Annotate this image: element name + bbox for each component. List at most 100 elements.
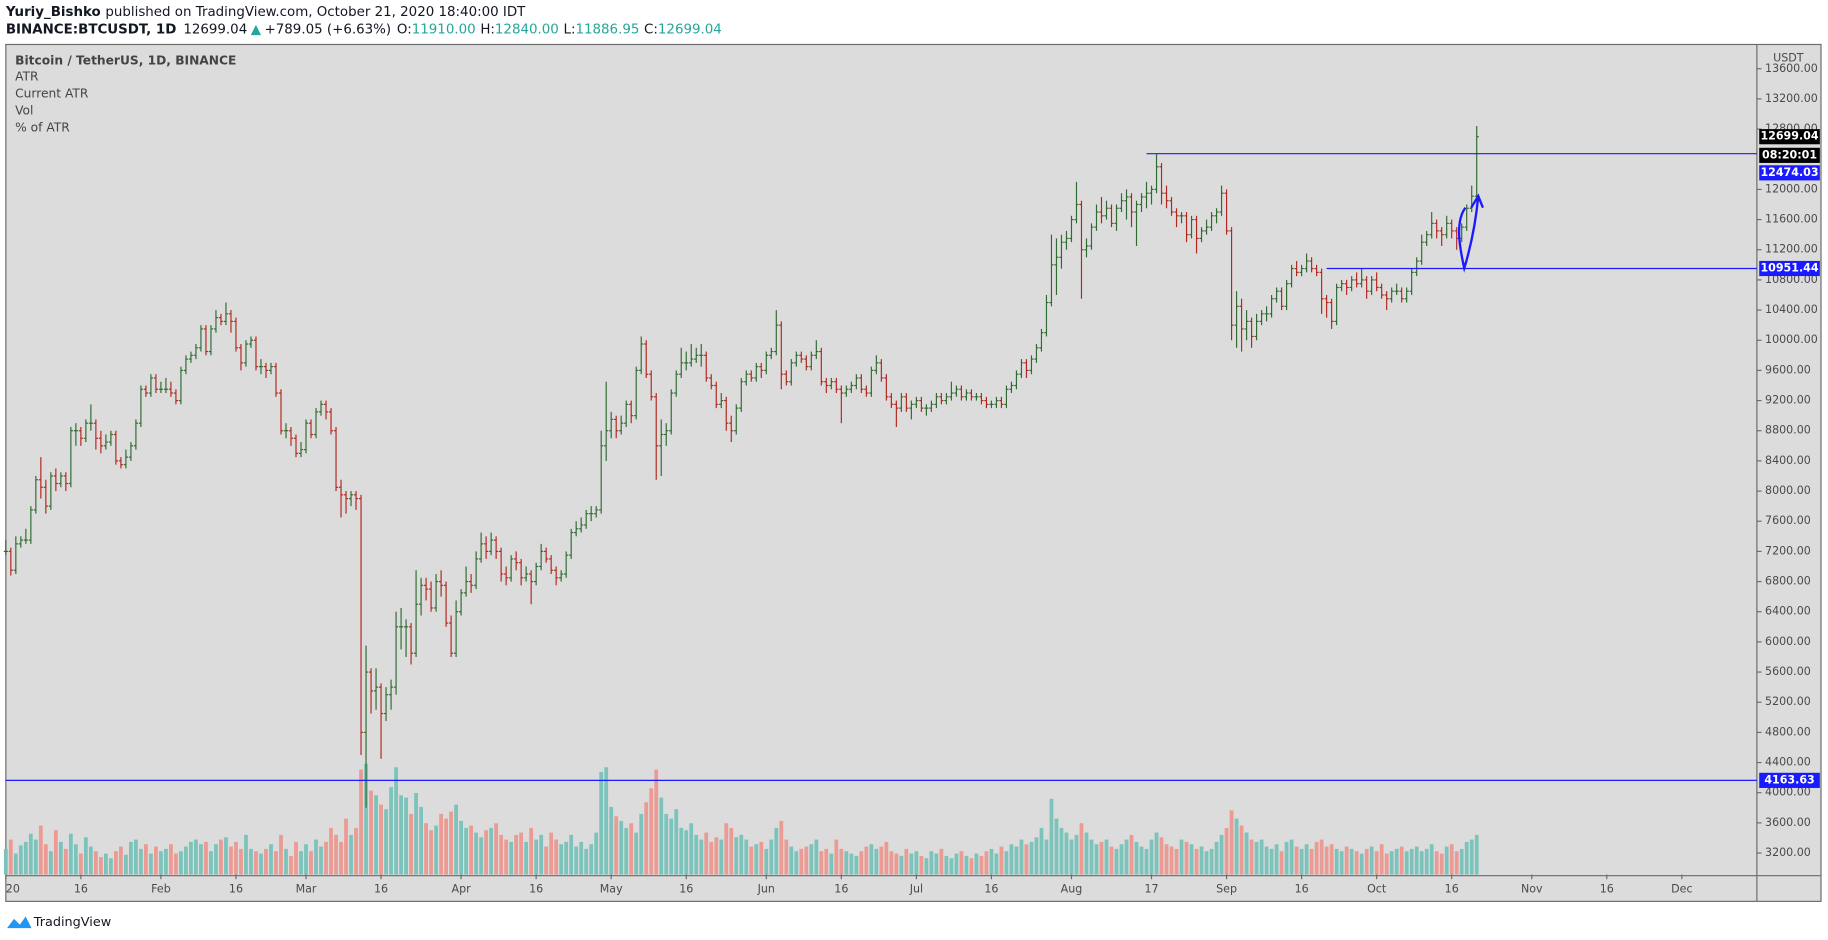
volume-bar	[584, 848, 589, 875]
volume-bar	[634, 832, 639, 875]
volume-bar	[1009, 844, 1014, 875]
volume-bar	[474, 832, 479, 875]
volume-bar	[269, 844, 273, 875]
volume-bar	[1184, 841, 1189, 875]
volume-bar	[664, 813, 669, 875]
brand: TradingView	[33, 915, 111, 930]
volume-bar	[384, 809, 388, 875]
volume-bar	[1044, 839, 1049, 875]
volume-bar	[814, 839, 819, 875]
volume-bar	[1164, 844, 1169, 875]
y-tick-label: 11200.00	[1765, 243, 1818, 256]
volume-bar	[479, 837, 484, 875]
y-tick-label: 13600.00	[1765, 62, 1818, 75]
x-tick-label: 16	[1445, 883, 1459, 896]
volume-bar	[1049, 798, 1054, 875]
volume-bar	[929, 851, 934, 875]
volume-bar	[1159, 837, 1164, 875]
volume-bar	[1244, 832, 1249, 875]
volume-bar	[8, 839, 13, 875]
volume-bar	[184, 846, 188, 875]
volume-bar	[649, 788, 654, 875]
volume-bar	[919, 855, 924, 875]
change: +789.05 (+6.63%)	[265, 22, 392, 37]
hline-price-tag	[1759, 772, 1820, 788]
volume-bar	[194, 839, 198, 875]
x-tick-label: 16	[229, 883, 243, 896]
volume-bar	[134, 839, 138, 875]
x-tick-label: Jun	[757, 883, 775, 896]
volume-bar	[209, 851, 213, 875]
volume-bar	[1269, 848, 1274, 875]
volume-bar	[1024, 844, 1029, 875]
volume-bar	[1364, 848, 1369, 875]
y-tick-label: 3600.00	[1765, 816, 1811, 829]
volume-bar	[1374, 851, 1379, 875]
volume-bar	[124, 854, 128, 875]
volume-bar	[154, 846, 158, 875]
hline-price-label: 4163.63	[1764, 773, 1814, 786]
volume-bar	[959, 851, 964, 875]
volume-bar	[574, 846, 579, 875]
volume-bar	[48, 851, 53, 875]
volume-bar	[394, 767, 398, 875]
volume-bar	[874, 848, 879, 875]
volume-bar	[1194, 848, 1199, 875]
volume-bar	[1339, 851, 1344, 875]
indicator-label: ATR	[15, 70, 39, 84]
volume-bar	[434, 825, 438, 875]
volume-bar	[1094, 844, 1099, 875]
y-tick-label: 9200.00	[1765, 394, 1811, 407]
indicator-label: Vol	[15, 103, 33, 117]
volume-bar	[1324, 846, 1329, 875]
volume-bar	[93, 851, 98, 875]
volume-bar	[594, 832, 599, 875]
currency: USDT	[1773, 51, 1804, 64]
volume-bar	[619, 820, 624, 875]
volume-bar	[1199, 846, 1204, 875]
volume-bar	[169, 844, 173, 875]
volume-bar	[1439, 853, 1444, 875]
publish-line: Yuriy_Bishko published on TradingView.com…	[5, 5, 526, 20]
volume-bar	[704, 832, 709, 875]
volume-bar	[1149, 839, 1154, 875]
volume-bar	[1414, 846, 1419, 875]
volume-bar	[113, 851, 118, 875]
volume-bar	[984, 851, 989, 875]
volume-bar	[974, 853, 979, 875]
volume-bar	[1309, 848, 1314, 875]
volume-bar	[519, 832, 524, 875]
volume-bar	[894, 853, 899, 875]
volume-bar	[1254, 841, 1259, 875]
hline-price-label: 12474.03	[1760, 166, 1818, 179]
volume-bar	[439, 813, 443, 875]
volume-bar	[424, 823, 428, 875]
volume-bar	[33, 839, 38, 875]
volume-bar	[1399, 846, 1404, 875]
volume-bar	[1239, 825, 1244, 875]
x-tick-label: 16	[1600, 883, 1614, 896]
volume-bar	[309, 851, 313, 875]
volume-bar	[859, 851, 864, 875]
volume-bar	[224, 837, 228, 875]
volume-bar	[204, 841, 208, 875]
x-tick-label: 17	[1144, 883, 1158, 896]
volume-bar	[1469, 839, 1474, 875]
volume-bar	[499, 834, 504, 875]
volume-bar	[1119, 844, 1124, 875]
volume-bar	[374, 795, 378, 875]
volume-bar	[759, 841, 764, 875]
volume-bar	[1259, 839, 1264, 875]
volume-bar	[259, 853, 263, 875]
volume-bar	[829, 853, 834, 875]
volume-bar	[789, 846, 794, 875]
volume-bar	[454, 804, 459, 875]
volume-bar	[694, 834, 699, 875]
volume-bar	[429, 830, 433, 875]
y-tick-label: 11600.00	[1765, 213, 1818, 226]
volume-bar	[774, 827, 779, 875]
volume-bar	[53, 830, 58, 875]
volume-bar	[699, 839, 704, 875]
volume-bar	[469, 825, 474, 875]
volume-bar	[1104, 839, 1109, 875]
